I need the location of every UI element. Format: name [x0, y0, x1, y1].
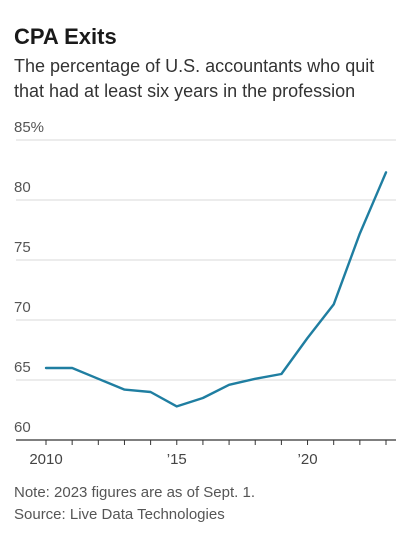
- chart-source: Source: Live Data Technologies: [14, 506, 225, 523]
- x-tick-label: ’20: [298, 451, 318, 468]
- chart-note: Note: 2023 figures are as of Sept. 1.: [14, 484, 255, 501]
- series-line: [44, 171, 388, 408]
- chart-subtitle: The percentage of U.S. accountants who q…: [14, 56, 375, 101]
- y-tick-label: 70: [14, 299, 31, 316]
- x-tick-label: ’15: [167, 451, 187, 468]
- y-tick-label: 65: [14, 359, 31, 376]
- y-tick-label: 85%: [14, 119, 44, 136]
- chart-title: CPA Exits: [14, 24, 117, 49]
- y-tick-label: 75: [14, 239, 31, 256]
- x-tick-label: 2010: [29, 451, 62, 468]
- data-series: [44, 171, 388, 408]
- y-tick-label: 60: [14, 419, 31, 436]
- x-axis: 2010 ’15 ’20: [29, 440, 387, 468]
- grid-lines: [16, 139, 396, 441]
- y-tick-labels: 85% 80 75 70 65 60: [14, 119, 44, 436]
- y-tick-label: 80: [14, 179, 31, 196]
